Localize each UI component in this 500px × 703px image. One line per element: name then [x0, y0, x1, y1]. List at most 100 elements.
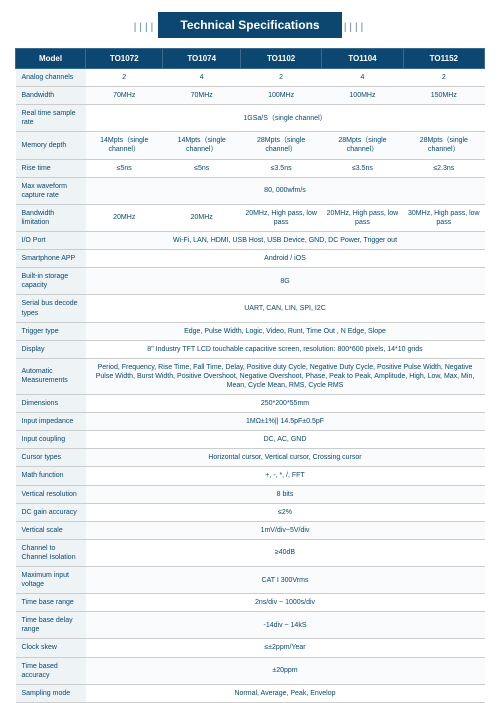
row-value: 150MHz: [403, 87, 484, 105]
row-value: 28Mpts（single channel）: [403, 132, 484, 159]
table-row: Display8" Industry TFT LCD touchable cap…: [16, 340, 485, 358]
col-TO1102: TO1102: [240, 49, 321, 69]
table-row: Bandwidth70MHz70MHz100MHz100MHz150MHz: [16, 87, 485, 105]
row-value: 20MHz: [163, 204, 240, 231]
row-value: ≤3.5ns: [240, 159, 321, 177]
row-value: 2: [86, 69, 163, 87]
table-row: Rise time≤5ns≤5ns≤3.5ns≤3.5ns≤2.3ns: [16, 159, 485, 177]
row-value: -14div ~ 14kS: [86, 612, 485, 639]
row-value: Wi-Fi, LAN, HDMI, USB Host, USB Device, …: [86, 232, 485, 250]
table-row: Built-in storage capacity8G: [16, 268, 485, 295]
col-TO1072: TO1072: [86, 49, 163, 69]
row-value: ≤2%: [86, 503, 485, 521]
row-value: CAT I 300Vrms: [86, 567, 485, 594]
table-row: Memory depth14Mpts（single channel）14Mpts…: [16, 132, 485, 159]
table-row: Smartphone APPAndroid / iOS: [16, 250, 485, 268]
table-row: Time base delay range-14div ~ 14kS: [16, 612, 485, 639]
row-value: 100MHz: [240, 87, 321, 105]
row-label: Time based accuracy: [16, 657, 86, 684]
row-label: Time base delay range: [16, 612, 86, 639]
row-value: 2: [240, 69, 321, 87]
spec-table: ModelTO1072TO1074TO1102TO1104TO1152 Anal…: [15, 48, 485, 703]
row-value: 20MHz, High pass, low pass: [240, 204, 321, 231]
row-value: 28Mpts（single channel）: [240, 132, 321, 159]
row-value: ≤5ns: [163, 159, 240, 177]
col-TO1074: TO1074: [163, 49, 240, 69]
table-row: Trigger typeEdge, Pulse Width, Logic, Vi…: [16, 322, 485, 340]
row-value: DC, AC, GND: [86, 431, 485, 449]
row-value: Normal, Average, Peak, Envelop: [86, 684, 485, 702]
table-row: Real time sample rate1GSa/S（single chann…: [16, 105, 485, 132]
col-TO1152: TO1152: [403, 49, 484, 69]
table-row: Input impedance1MΩ±1%|| 14.5pF±0.5pF: [16, 413, 485, 431]
row-label: Bandwidth: [16, 87, 86, 105]
table-row: Time base range2ns/div ~ 1000s/div: [16, 594, 485, 612]
table-row: Sampling modeNormal, Average, Peak, Enve…: [16, 684, 485, 702]
row-label: Math function: [16, 467, 86, 485]
table-row: Vertical resolution8 bits: [16, 485, 485, 503]
row-value: 20MHz, High pass, low pass: [322, 204, 403, 231]
table-row: DC gain accuracy≤2%: [16, 503, 485, 521]
row-value: 30MHz, High pass, low pass: [403, 204, 484, 231]
row-label: Sampling mode: [16, 684, 86, 702]
row-label: Vertical scale: [16, 521, 86, 539]
row-value: 70MHz: [163, 87, 240, 105]
row-value: UART, CAN, LIN, SPI, I2C: [86, 295, 485, 322]
row-label: Automatic Measurements: [16, 358, 86, 394]
row-label: Maximum input voltage: [16, 567, 86, 594]
row-value: 4: [322, 69, 403, 87]
row-label: Input impedance: [16, 413, 86, 431]
row-value: 250*200*55mm: [86, 395, 485, 413]
row-label: Vertical resolution: [16, 485, 86, 503]
table-row: Dimensions250*200*55mm: [16, 395, 485, 413]
row-value: ≤±2ppm/Year: [86, 639, 485, 657]
row-label: Cursor types: [16, 449, 86, 467]
row-value: 1mV/div~5V/div: [86, 521, 485, 539]
table-row: Analog channels24242: [16, 69, 485, 87]
row-value: 2: [403, 69, 484, 87]
row-value: 2ns/div ~ 1000s/div: [86, 594, 485, 612]
row-value: 14Mpts（single channel）: [163, 132, 240, 159]
table-row: Math function+, -, *, /, FFT: [16, 467, 485, 485]
row-value: 28Mpts（single channel）: [322, 132, 403, 159]
row-label: Analog channels: [16, 69, 86, 87]
row-value: ≤3.5ns: [322, 159, 403, 177]
row-value: 8 bits: [86, 485, 485, 503]
row-value: 100MHz: [322, 87, 403, 105]
table-row: Maximum input voltageCAT I 300Vrms: [16, 567, 485, 594]
table-row: Vertical scale1mV/div~5V/div: [16, 521, 485, 539]
row-label: Max waveform capture rate: [16, 177, 86, 204]
table-row: Max waveform capture rate80, 000wfm/s: [16, 177, 485, 204]
row-value: 8G: [86, 268, 485, 295]
table-row: Input couplingDC, AC, GND: [16, 431, 485, 449]
table-row: I/O PortWi-Fi, LAN, HDMI, USB Host, USB …: [16, 232, 485, 250]
row-value: ≥40dB: [86, 539, 485, 566]
row-value: 1GSa/S（single channel）: [86, 105, 485, 132]
row-label: Smartphone APP: [16, 250, 86, 268]
table-row: Time based accuracy±20ppm: [16, 657, 485, 684]
row-value: 14Mpts（single channel）: [86, 132, 163, 159]
row-value: ≤2.3ns: [403, 159, 484, 177]
row-value: ≤5ns: [86, 159, 163, 177]
col-TO1104: TO1104: [322, 49, 403, 69]
row-label: Real time sample rate: [16, 105, 86, 132]
header: Technical Specifications: [0, 0, 500, 48]
table-row: Bandwidth limitation20MHz20MHz20MHz, Hig…: [16, 204, 485, 231]
row-label: Built-in storage capacity: [16, 268, 86, 295]
row-value: Horizontal cursor, Vertical cursor, Cros…: [86, 449, 485, 467]
row-label: Time base range: [16, 594, 86, 612]
row-value: 4: [163, 69, 240, 87]
row-value: Edge, Pulse Width, Logic, Video, Runt, T…: [86, 322, 485, 340]
row-label: Input coupling: [16, 431, 86, 449]
row-value: Period, Frequency, Rise Time, Fall Time,…: [86, 358, 485, 394]
col-model: Model: [16, 49, 86, 69]
row-value: ±20ppm: [86, 657, 485, 684]
row-label: Bandwidth limitation: [16, 204, 86, 231]
row-label: Serial bus decode types: [16, 295, 86, 322]
table-row: Channel to Channel Isolation≥40dB: [16, 539, 485, 566]
table-row: Automatic MeasurementsPeriod, Frequency,…: [16, 358, 485, 394]
row-value: 80, 000wfm/s: [86, 177, 485, 204]
row-label: Dimensions: [16, 395, 86, 413]
row-label: Channel to Channel Isolation: [16, 539, 86, 566]
table-row: Cursor typesHorizontal cursor, Vertical …: [16, 449, 485, 467]
